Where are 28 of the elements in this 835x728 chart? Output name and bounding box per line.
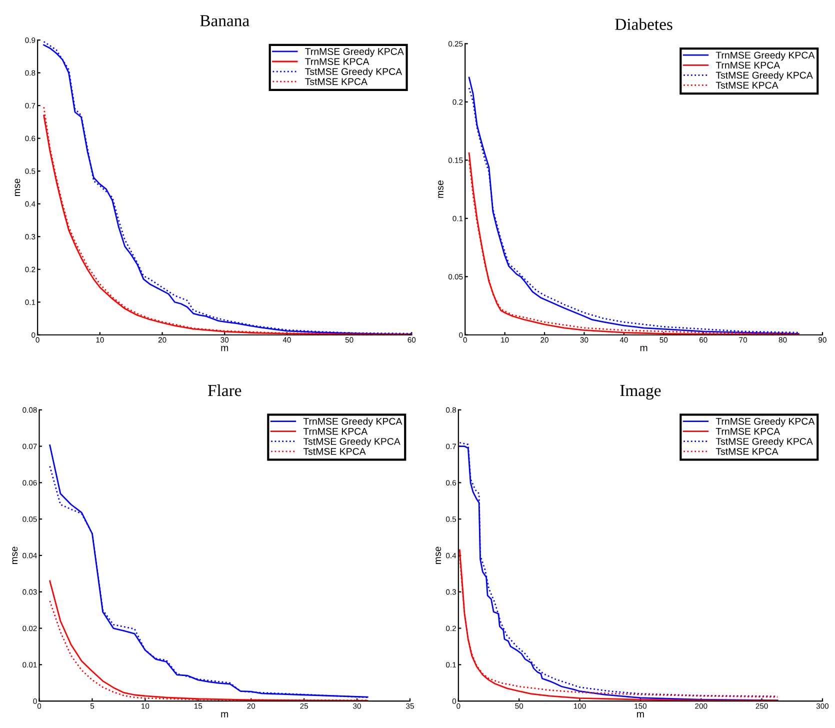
legend-label: TstMSE KPCA bbox=[303, 448, 366, 455]
legend-label: TstMSE Greedy KPCA bbox=[716, 438, 813, 447]
x-axis-title: m bbox=[640, 346, 648, 352]
legend-label: TrnMSE KPCA bbox=[303, 428, 368, 435]
legend-label: TrnMSE KPCA bbox=[305, 58, 370, 65]
legend-label: TrnMSE KPCA bbox=[716, 62, 780, 69]
legend-label: TrnMSE Greedy KPCA bbox=[716, 51, 815, 61]
legend-label: TrnMSE KPCA bbox=[716, 428, 780, 435]
legend-label: TrnMSE Greedy KPCA bbox=[305, 48, 404, 57]
y-axis-title: mse bbox=[436, 546, 442, 564]
y-axis-title: mse bbox=[12, 546, 18, 564]
chart-title: Diabetes bbox=[615, 18, 672, 30]
legend-label: TstMSE KPCA bbox=[716, 82, 778, 89]
legend-label: TrnMSE Greedy KPCA bbox=[303, 418, 402, 427]
legend-label: TstMSE Greedy KPCA bbox=[716, 72, 813, 81]
y-axis-title: mse bbox=[438, 180, 444, 198]
x-axis-title: m bbox=[637, 712, 644, 718]
chart-title: Image bbox=[620, 385, 661, 400]
x-axis-title: m bbox=[221, 346, 228, 352]
legend-label: TstMSE KPCA bbox=[305, 78, 368, 86]
chart-title: Flare bbox=[208, 384, 242, 396]
x-axis-title: m bbox=[221, 712, 228, 718]
chart-title: Banana bbox=[200, 15, 250, 26]
legend-label: TstMSE Greedy KPCA bbox=[305, 68, 402, 77]
y-axis-title: mse bbox=[14, 178, 20, 196]
legend-label: TstMSE Greedy KPCA bbox=[303, 438, 400, 447]
legend-label: TrnMSE Greedy KPCA bbox=[716, 418, 815, 427]
legend-label: TstMSE KPCA bbox=[716, 448, 778, 455]
